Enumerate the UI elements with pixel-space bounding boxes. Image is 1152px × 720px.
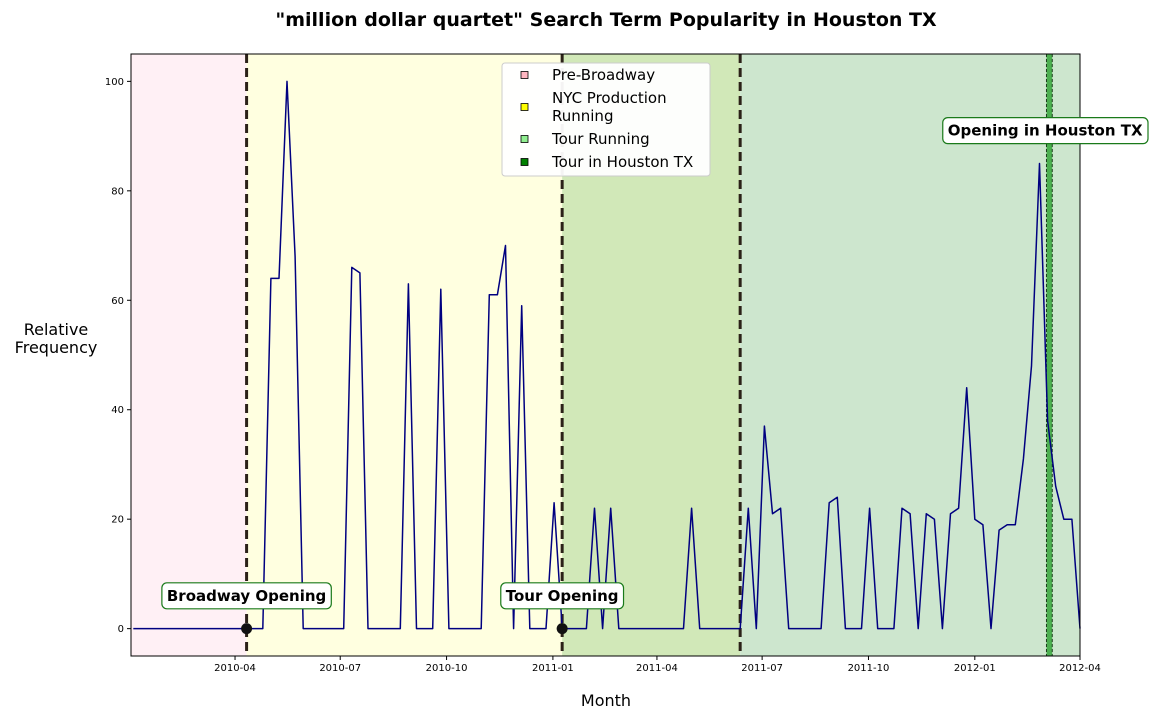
legend-label-3: Tour in Houston TX: [551, 153, 693, 171]
annotation-0: Broadway Opening: [161, 582, 332, 610]
y-tick-label-0: 0: [118, 624, 124, 635]
legend-label-0: Pre-Broadway: [552, 66, 655, 84]
annotations: Broadway Opening Tour Opening Opening in H…: [161, 117, 1149, 610]
series-layer: [133, 80, 1081, 630]
plot-frame: [130, 53, 1081, 657]
legend-swatch-0: [520, 71, 529, 79]
legend-swatch-2: [520, 135, 529, 143]
x-tick-label-3: 2011-01: [532, 663, 574, 674]
legend-swatch-3: [520, 158, 529, 166]
x-tick-label-7: 2012-01: [954, 663, 996, 674]
annotation-box-2: [942, 117, 1149, 145]
annotation-2: Opening in Houston TX: [942, 117, 1149, 145]
x-tick-label-0: 2010-04: [214, 663, 256, 674]
y-axis-label: Relative Frequency: [15, 320, 98, 357]
legend-label-2: Tour Running: [551, 130, 650, 148]
legend-swatch-1: [520, 103, 529, 111]
annotation-text-2: Opening in Houston TX: [948, 122, 1143, 140]
annotation-text-1: Tour Opening: [506, 587, 619, 605]
legend-label-1: NYC Production Running: [552, 89, 667, 125]
legend-item-1: NYC Production Running: [520, 89, 667, 125]
x-tick-label-2: 2010-10: [426, 663, 468, 674]
legend-item-2: Tour Running: [520, 130, 650, 148]
annotation-1: Tour Opening: [500, 582, 625, 610]
series-line-0: [133, 80, 1081, 630]
x-tick-label-8: 2012-04: [1059, 663, 1101, 674]
y-tick-label-4: 80: [111, 186, 124, 197]
x-tick-label-6: 2011-10: [848, 663, 890, 674]
y-tick-label-3: 60: [111, 296, 124, 307]
legend-item-0: Pre-Broadway: [520, 66, 655, 84]
event-marker-0: [241, 623, 253, 635]
annotation-box-1: [500, 582, 625, 610]
event-marker-1: [556, 623, 568, 635]
legend-item-3: Tour in Houston TX: [520, 153, 693, 171]
annotation-text-0: Broadway Opening: [167, 587, 326, 605]
period-band-4: [1046, 54, 1053, 656]
annotation-box-0: [161, 582, 332, 610]
x-tick-label-4: 2011-04: [636, 663, 678, 674]
period-band-3: [740, 54, 1080, 656]
legend-frame: [501, 62, 711, 177]
event-markers: [241, 623, 568, 635]
x-axis-ticks: 2010-04 2010-07 2010-10 2011-01 2011-04 2011-…: [214, 656, 1101, 674]
y-axis-ticks: 0 20 40 60 80 100: [105, 77, 131, 635]
x-tick-label-5: 2011-07: [741, 663, 783, 674]
period-band-0: [131, 54, 247, 656]
y-tick-label-1: 20: [111, 515, 124, 526]
x-tick-label-1: 2010-07: [319, 663, 361, 674]
y-tick-label-2: 40: [111, 405, 124, 416]
chart-title: "million dollar quartet" Search Term Pop…: [275, 9, 937, 31]
legend: Pre-Broadway NYC Production Running Tour Ru…: [501, 62, 711, 177]
y-tick-label-5: 100: [105, 77, 124, 88]
x-axis-label: Month: [581, 691, 631, 710]
